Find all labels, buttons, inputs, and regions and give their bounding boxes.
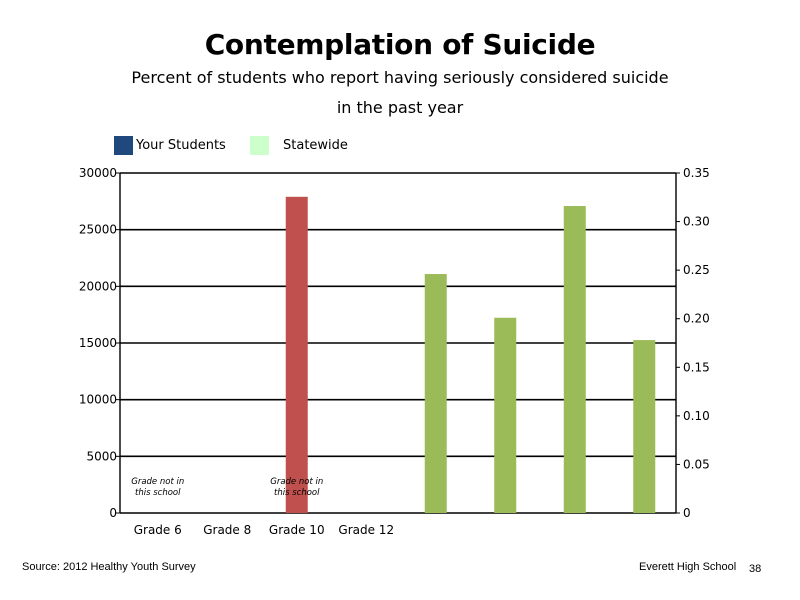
chart-subtitle-line2: in the past year xyxy=(336,98,464,117)
left-axis-tick-label: 15000 xyxy=(79,336,117,350)
right-axis-tick-label: 0.20 xyxy=(683,312,710,326)
right-axis-tick-label: 0.10 xyxy=(683,409,710,423)
category-label: Grade 8 xyxy=(203,523,251,537)
page-number: 38 xyxy=(749,563,762,575)
legend-swatch-your-students xyxy=(114,136,133,155)
bar xyxy=(563,206,586,513)
chart-subtitle-line1: Percent of students who report having se… xyxy=(131,68,669,87)
grade-note-line2: this school xyxy=(135,488,181,498)
source-note: Source: 2012 Healthy Youth Survey xyxy=(22,561,196,573)
grade-note-line2: this school xyxy=(274,488,320,498)
bar xyxy=(285,196,308,514)
category-label: Grade 6 xyxy=(134,523,182,537)
right-axis-tick-label: 0.15 xyxy=(683,360,710,374)
right-axis-tick-label: 0.25 xyxy=(683,263,710,277)
grade-note-line1: Grade not in xyxy=(131,477,184,487)
right-axis-tick-label: 0.35 xyxy=(683,166,710,180)
bar-chart: 0 5000 10000 15000 20000 25000 30000 0 0.05 0.10 0… xyxy=(79,166,710,537)
bar xyxy=(494,317,517,513)
left-axis-tick-label: 0 xyxy=(109,506,117,520)
legend-swatch-statewide xyxy=(250,136,269,155)
bar xyxy=(633,340,656,513)
right-axis-tick-label: 0.30 xyxy=(683,215,710,229)
category-label: Grade 10 xyxy=(269,523,325,537)
right-axis-tick-label: 0 xyxy=(683,506,691,520)
left-axis-tick-label: 5000 xyxy=(86,449,117,463)
left-axis-tick-label: 30000 xyxy=(79,166,117,180)
grade-note-line1: Grade not in xyxy=(270,477,323,487)
legend-label-statewide: Statewide xyxy=(283,138,348,153)
right-axis-tick-label: 0.05 xyxy=(683,457,710,471)
school-name: Everett High School xyxy=(639,561,737,573)
left-axis-tick-label: 20000 xyxy=(79,279,117,293)
left-axis-tick-label: 10000 xyxy=(79,393,117,407)
category-label: Grade 12 xyxy=(338,523,394,537)
chart-title: Contemplation of Suicide xyxy=(204,28,596,61)
left-axis-tick-label: 25000 xyxy=(79,223,117,237)
bar xyxy=(424,274,447,513)
legend-label-your-students: Your Students xyxy=(136,138,226,153)
